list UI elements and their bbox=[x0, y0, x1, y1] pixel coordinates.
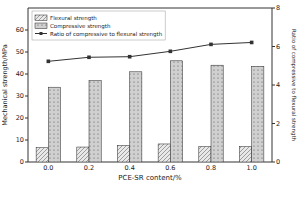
x-tick-label: 0.4 bbox=[124, 164, 134, 172]
y2-tick-label: 6 bbox=[276, 43, 280, 51]
y2-tick bbox=[272, 85, 275, 86]
x-axis-line bbox=[28, 162, 272, 163]
y2-tick bbox=[272, 46, 275, 47]
y2-tick-label: 4 bbox=[276, 81, 280, 89]
legend: Flexural strengthCompressive strengthRat… bbox=[32, 11, 165, 40]
plot-area bbox=[36, 41, 264, 162]
x-tick-label: 0.0 bbox=[43, 164, 53, 172]
y-tick bbox=[25, 96, 28, 97]
y2-tick bbox=[272, 8, 275, 9]
ratio-marker bbox=[209, 43, 213, 47]
y-tick-label: 10 bbox=[16, 136, 24, 144]
bar bbox=[117, 146, 129, 163]
ratio-marker bbox=[250, 41, 254, 45]
y-axis-line bbox=[28, 8, 29, 162]
bar bbox=[199, 147, 211, 162]
bar bbox=[77, 147, 89, 162]
bar bbox=[130, 72, 142, 162]
chart: 0 10 20 30 40 50 60 0 2 4 6 8 0.0 0.2 0.4 0.6 0.8 1.0 PCE-… bbox=[0, 0, 300, 200]
y2-tick-label: 2 bbox=[276, 120, 280, 128]
legend-marker bbox=[40, 32, 43, 35]
y2-tick-label: 0 bbox=[276, 158, 280, 166]
ratio-line bbox=[48, 42, 251, 61]
y-tick-label: 0 bbox=[20, 158, 24, 166]
bar bbox=[239, 147, 251, 162]
y-tick bbox=[25, 74, 28, 75]
x-tick-label: 0.8 bbox=[206, 164, 216, 172]
bar bbox=[252, 66, 264, 162]
x-tick-label: 0.6 bbox=[165, 164, 175, 172]
y-tick-label: 60 bbox=[16, 26, 24, 34]
x-tick-label: 0.2 bbox=[84, 164, 94, 172]
legend-label: Flexural strength bbox=[50, 15, 97, 22]
y-tick bbox=[25, 52, 28, 53]
bar bbox=[158, 144, 170, 162]
y2-tick bbox=[272, 162, 275, 163]
ratio-marker bbox=[47, 60, 51, 64]
y-tick-label: 20 bbox=[16, 114, 24, 122]
x-axis-label: PCE-SR content/% bbox=[118, 174, 182, 182]
bar bbox=[170, 61, 182, 162]
y-axis-label: Mechanical strength/MPa bbox=[1, 44, 9, 125]
ratio-marker bbox=[128, 55, 132, 59]
y-tick bbox=[25, 30, 28, 31]
y-tick-label: 30 bbox=[16, 92, 24, 100]
bar bbox=[89, 81, 101, 162]
legend-label: Compressive strength bbox=[50, 23, 111, 30]
legend-label: Ratio of compressive to flexural strengt… bbox=[50, 31, 163, 38]
legend-line bbox=[35, 33, 47, 34]
y-tick bbox=[25, 140, 28, 141]
top-frame-line bbox=[28, 8, 272, 9]
ratio-marker bbox=[169, 50, 173, 54]
ratio-marker bbox=[87, 55, 91, 59]
y2-tick-label: 8 bbox=[276, 4, 280, 12]
y-tick-label: 40 bbox=[16, 70, 24, 78]
legend-swatch bbox=[35, 23, 47, 29]
x-tick-label: 1.0 bbox=[246, 164, 256, 172]
legend-box bbox=[32, 11, 165, 40]
bar bbox=[48, 87, 60, 162]
y2-tick bbox=[272, 123, 275, 124]
y-tick-label: 50 bbox=[16, 48, 24, 56]
bar bbox=[211, 65, 223, 162]
y-tick bbox=[25, 118, 28, 119]
bar bbox=[36, 148, 48, 162]
y-tick bbox=[25, 162, 28, 163]
y2-axis-label: Ratio of compressive to flexural strengt… bbox=[290, 29, 297, 142]
legend-swatch bbox=[35, 15, 47, 21]
